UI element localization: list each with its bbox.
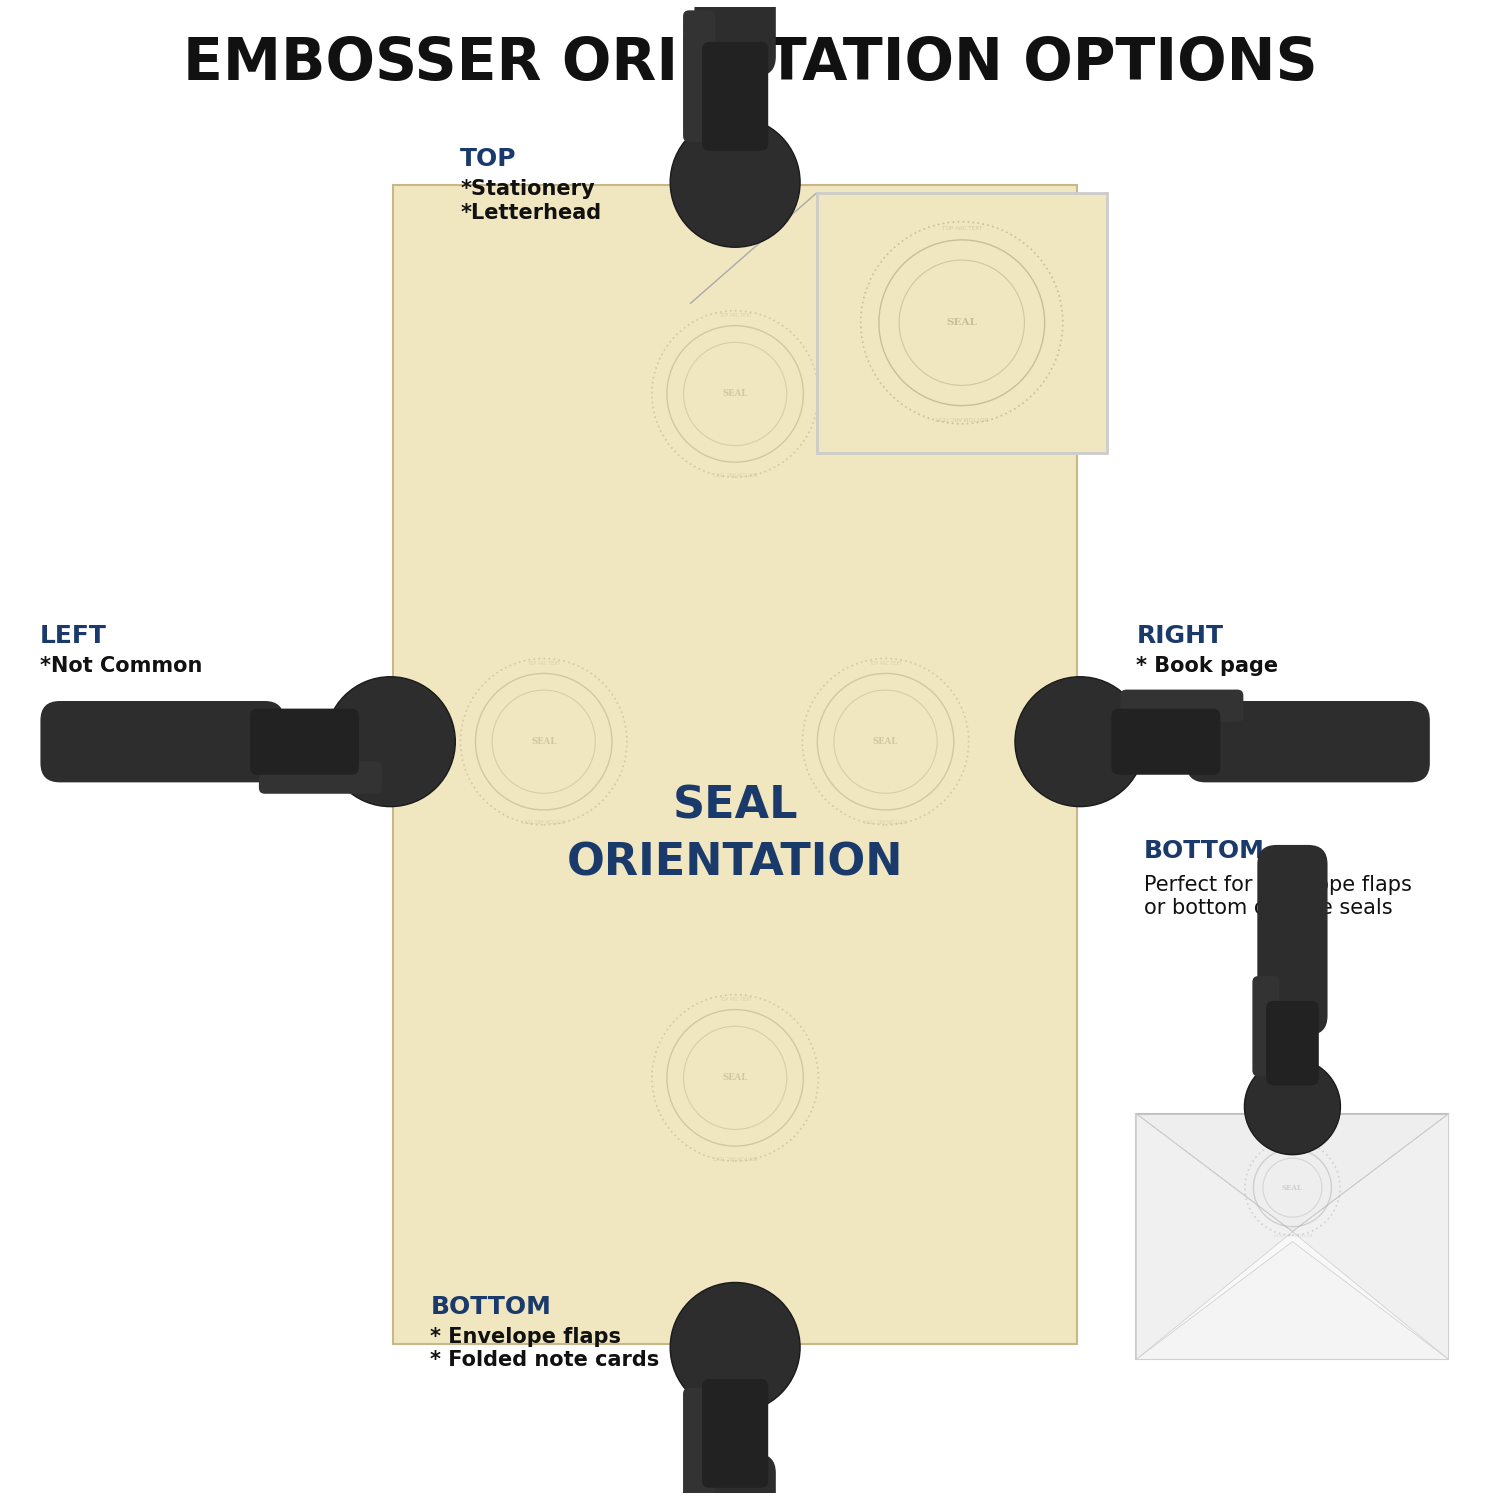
- Text: * Book page: * Book page: [1137, 657, 1278, 676]
- Text: * Envelope flaps
* Folded note cards: * Envelope flaps * Folded note cards: [430, 1326, 660, 1370]
- Polygon shape: [1137, 1114, 1449, 1232]
- FancyBboxPatch shape: [702, 1378, 768, 1488]
- FancyBboxPatch shape: [1257, 844, 1328, 1035]
- FancyBboxPatch shape: [694, 1454, 776, 1500]
- FancyBboxPatch shape: [393, 186, 1077, 1344]
- Polygon shape: [1137, 1242, 1449, 1359]
- Text: TOP ARC TEXT: TOP ARC TEXT: [718, 998, 752, 1002]
- Text: SEAL: SEAL: [531, 736, 556, 746]
- Text: SEAL
ORIENTATION: SEAL ORIENTATION: [567, 784, 903, 883]
- FancyBboxPatch shape: [702, 42, 768, 152]
- Text: *Not Common: *Not Common: [39, 657, 203, 676]
- Text: BOTTOM ARC TEXT: BOTTOM ARC TEXT: [864, 818, 907, 822]
- Text: BOTTOM ARC TEXT: BOTTOM ARC TEXT: [1274, 1232, 1312, 1234]
- Text: SEAL: SEAL: [723, 1074, 748, 1083]
- Circle shape: [1245, 1059, 1341, 1155]
- Text: TOP ARC TEXT: TOP ARC TEXT: [1278, 1140, 1306, 1144]
- FancyBboxPatch shape: [1252, 976, 1280, 1077]
- FancyBboxPatch shape: [694, 0, 776, 76]
- Text: Perfect for envelope flaps
or bottom of page seals: Perfect for envelope flaps or bottom of …: [1144, 874, 1412, 918]
- Text: LEFT: LEFT: [39, 624, 106, 648]
- Polygon shape: [1293, 1114, 1449, 1359]
- Text: BOTTOM ARC TEXT: BOTTOM ARC TEXT: [934, 414, 988, 420]
- Circle shape: [670, 1282, 800, 1413]
- Text: SEAL: SEAL: [1282, 1184, 1304, 1191]
- Text: BOTTOM ARC TEXT: BOTTOM ARC TEXT: [714, 470, 758, 474]
- Text: EMBOSSER ORIENTATION OPTIONS: EMBOSSER ORIENTATION OPTIONS: [183, 34, 1317, 92]
- FancyBboxPatch shape: [40, 700, 284, 783]
- Circle shape: [670, 117, 800, 248]
- Text: *Stationery
*Letterhead: *Stationery *Letterhead: [460, 180, 602, 222]
- Text: TOP ARC TEXT: TOP ARC TEXT: [528, 662, 560, 666]
- Text: RIGHT: RIGHT: [1137, 624, 1224, 648]
- Text: BOTTOM ARC TEXT: BOTTOM ARC TEXT: [522, 818, 566, 822]
- Text: BOTTOM: BOTTOM: [430, 1296, 552, 1320]
- Text: TOP ARC TEXT: TOP ARC TEXT: [868, 662, 901, 666]
- Text: TOP: TOP: [460, 147, 516, 171]
- FancyBboxPatch shape: [251, 708, 358, 774]
- Text: SEAL: SEAL: [873, 736, 898, 746]
- Text: TOP ARC TEXT: TOP ARC TEXT: [718, 314, 752, 318]
- Text: SEAL: SEAL: [946, 318, 976, 327]
- Text: BOTTOM: BOTTOM: [1144, 839, 1264, 862]
- FancyBboxPatch shape: [818, 192, 1107, 453]
- FancyBboxPatch shape: [682, 1388, 716, 1500]
- Text: BOTTOM ARC TEXT: BOTTOM ARC TEXT: [714, 1154, 758, 1158]
- Text: TOP ARC TEXT: TOP ARC TEXT: [942, 226, 982, 231]
- FancyBboxPatch shape: [682, 10, 716, 142]
- Circle shape: [1016, 676, 1144, 807]
- FancyBboxPatch shape: [260, 762, 382, 794]
- Text: SEAL: SEAL: [723, 390, 748, 399]
- FancyBboxPatch shape: [1266, 1000, 1318, 1086]
- FancyBboxPatch shape: [1137, 1114, 1449, 1359]
- Circle shape: [326, 676, 456, 807]
- FancyBboxPatch shape: [1186, 700, 1430, 783]
- FancyBboxPatch shape: [1120, 690, 1244, 722]
- Polygon shape: [1137, 1114, 1293, 1359]
- FancyBboxPatch shape: [1112, 708, 1221, 774]
